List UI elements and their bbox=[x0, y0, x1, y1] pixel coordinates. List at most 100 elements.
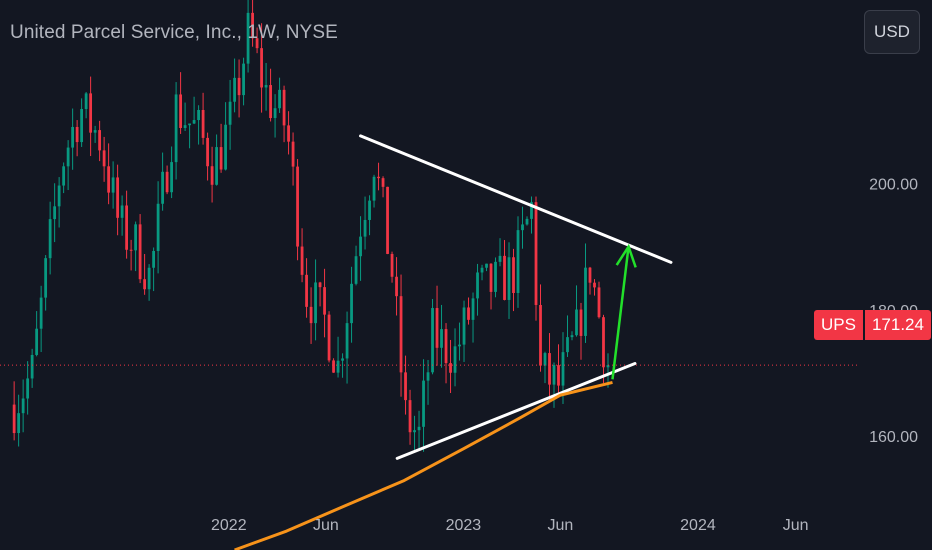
chart-title: United Parcel Service, Inc., 1W, NYSE bbox=[10, 22, 338, 43]
trendline[interactable] bbox=[395, 362, 637, 460]
candle-body bbox=[98, 130, 102, 151]
candle-body bbox=[417, 426, 421, 431]
candle-body bbox=[332, 360, 335, 373]
candle-body bbox=[359, 236, 362, 257]
candle-body bbox=[431, 308, 434, 373]
candle-body bbox=[30, 354, 34, 379]
candle-body bbox=[539, 304, 542, 366]
price-tag-value: 171.24 bbox=[864, 310, 931, 340]
projection-arrow-head[interactable] bbox=[615, 243, 637, 268]
candle-body bbox=[570, 335, 574, 338]
candle-body bbox=[309, 306, 313, 324]
candle-body bbox=[165, 171, 169, 193]
candle-body bbox=[314, 282, 317, 324]
candle-body bbox=[435, 308, 439, 348]
candle-body bbox=[336, 360, 340, 373]
candle-body bbox=[53, 206, 57, 220]
candle-body bbox=[566, 337, 569, 353]
candle-body bbox=[201, 109, 205, 138]
price-tag-symbol: UPS bbox=[814, 310, 863, 340]
candle-body bbox=[390, 253, 394, 277]
candle-body bbox=[264, 85, 268, 88]
candle-body bbox=[516, 230, 520, 294]
candle-body bbox=[120, 205, 124, 218]
candle-body bbox=[134, 224, 138, 251]
candle-body bbox=[39, 297, 43, 329]
x-tick-label: 2022 bbox=[211, 517, 247, 534]
candle-body bbox=[543, 353, 547, 366]
candle-body bbox=[170, 162, 173, 193]
candle-body bbox=[377, 176, 380, 179]
candle-body bbox=[183, 125, 187, 128]
candle-body bbox=[237, 77, 241, 96]
candle-body bbox=[26, 378, 30, 399]
candle-body bbox=[255, 38, 259, 49]
candle-body bbox=[260, 48, 263, 88]
candle-body bbox=[12, 404, 16, 434]
candle-body bbox=[597, 287, 601, 318]
candle-body bbox=[485, 263, 488, 268]
candle-body bbox=[462, 307, 466, 345]
trendline[interactable] bbox=[359, 134, 673, 264]
candle-body bbox=[471, 298, 475, 320]
candle-body bbox=[152, 250, 155, 268]
candle-body bbox=[161, 171, 164, 204]
candle-body bbox=[242, 63, 245, 96]
candle-body bbox=[318, 282, 322, 288]
candle-body bbox=[507, 257, 511, 300]
candle-body bbox=[534, 202, 538, 305]
candle-body bbox=[228, 101, 232, 125]
candle-body bbox=[557, 365, 560, 386]
candle-body bbox=[602, 317, 605, 368]
candle-body bbox=[246, 12, 250, 64]
candle-body bbox=[296, 166, 299, 247]
candle-body bbox=[386, 186, 389, 254]
candle-body bbox=[521, 224, 524, 231]
candle-body bbox=[143, 279, 147, 290]
candle-body bbox=[494, 261, 497, 292]
candle-body bbox=[444, 329, 448, 364]
candle-body bbox=[44, 258, 48, 298]
candle-body bbox=[341, 358, 344, 361]
candle-body bbox=[440, 329, 443, 348]
candle-body bbox=[381, 178, 385, 187]
candle-body bbox=[467, 307, 470, 320]
candle-body bbox=[561, 352, 565, 386]
candle-body bbox=[269, 85, 272, 119]
candle-body bbox=[75, 126, 79, 143]
currency-button[interactable]: USD bbox=[864, 10, 920, 54]
candle-body bbox=[489, 263, 493, 292]
candle-body bbox=[453, 346, 457, 373]
candle-body bbox=[48, 219, 52, 259]
candle-body bbox=[345, 323, 349, 359]
x-tick-label: Jun bbox=[313, 517, 339, 534]
candle-body bbox=[300, 246, 304, 275]
candle-body bbox=[449, 363, 452, 373]
candle-body bbox=[458, 344, 461, 347]
candle-body bbox=[525, 218, 529, 225]
candle-body bbox=[35, 328, 39, 355]
candle-body bbox=[588, 267, 592, 283]
candle-body bbox=[66, 147, 70, 167]
candle-body bbox=[219, 147, 223, 170]
candle-body bbox=[125, 205, 129, 250]
candle-body bbox=[210, 166, 214, 185]
candle-body bbox=[480, 267, 484, 273]
candle-body bbox=[174, 94, 178, 163]
candle-body bbox=[206, 137, 209, 167]
x-tick-label: 2024 bbox=[680, 517, 716, 534]
candle-body bbox=[530, 202, 533, 219]
candle-body bbox=[287, 125, 290, 142]
candle-body bbox=[305, 274, 308, 307]
candle-body bbox=[579, 309, 583, 336]
moving-average-line[interactable] bbox=[234, 381, 613, 550]
candle-body bbox=[80, 109, 84, 143]
x-tick-label: 2023 bbox=[446, 517, 482, 534]
projection-arrow-shaft[interactable] bbox=[611, 246, 630, 380]
x-tick-label: Jun bbox=[783, 517, 809, 534]
candle-body bbox=[575, 309, 578, 336]
candle-body bbox=[138, 224, 142, 280]
candle-body bbox=[606, 365, 610, 368]
candle-body bbox=[552, 365, 556, 385]
